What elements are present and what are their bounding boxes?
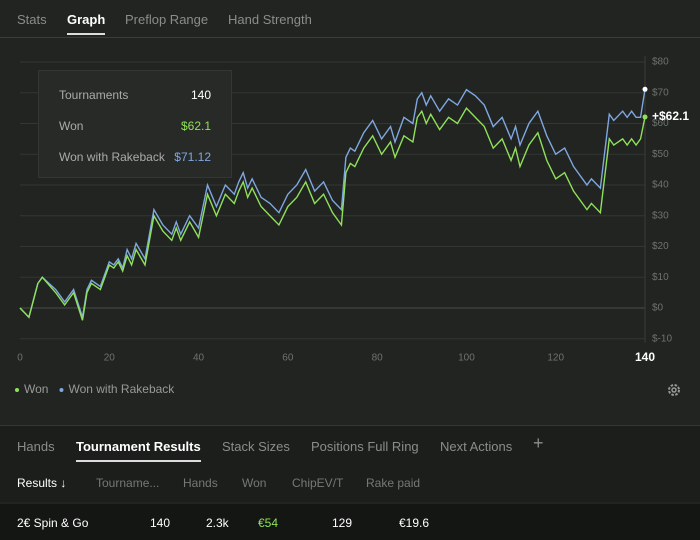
column-header[interactable]: Rake paid — [366, 476, 421, 490]
column-header[interactable]: ChipEV/T — [292, 476, 344, 490]
y-tick-label: $30 — [652, 210, 669, 221]
tooltip-value: $71.12 — [174, 150, 211, 164]
tab[interactable]: Positions Full Ring — [311, 439, 419, 454]
bottom-tab-bar: Hands Tournament Results Stack Sizes Positi… — [0, 425, 700, 464]
tooltip-value: 140 — [190, 88, 211, 102]
x-tick-label: 40 — [193, 353, 205, 364]
legend-dot — [59, 388, 64, 392]
legend-label: Won with Rakeback — [68, 382, 175, 396]
table-cell: 140 — [150, 516, 171, 530]
x-tick-label: 80 — [372, 353, 384, 364]
table-cell: €54 — [258, 516, 279, 530]
tooltip-label: Won — [59, 119, 84, 133]
tooltip-value: $62.1 — [180, 119, 211, 133]
tab[interactable]: Preflop Range — [125, 12, 209, 27]
table-header: Results ↓ Tourname... Hands Won ChipEV/T Rake… — [0, 464, 700, 502]
y-tick-label: $40 — [652, 180, 669, 191]
column-header[interactable]: Results ↓ — [17, 476, 67, 490]
table-cell: 2€ Spin & Go — [17, 516, 89, 530]
x-tick-label: 60 — [282, 353, 294, 364]
y-tick-label: $70 — [652, 87, 669, 98]
tab[interactable]: Stats — [17, 12, 47, 27]
table-cell: 2.3k — [206, 516, 229, 530]
tab[interactable]: Hands — [17, 439, 55, 454]
column-header[interactable]: Tourname... — [96, 476, 160, 490]
x-tick-label: 20 — [104, 353, 116, 364]
tab[interactable]: Tournament Results — [76, 439, 201, 462]
series-line — [19, 106, 646, 321]
column-header[interactable]: Won — [242, 476, 267, 490]
y-tick-label: $20 — [652, 241, 669, 252]
tab[interactable]: + — [533, 433, 544, 453]
end-point — [642, 86, 648, 92]
legend-label: Won — [24, 382, 48, 396]
tooltip-label: Tournaments — [59, 88, 129, 102]
table-cell: €19.6 — [399, 516, 430, 530]
y-tick-label: $-10 — [652, 333, 672, 344]
tab[interactable]: Graph — [67, 12, 106, 35]
tab[interactable]: Stack Sizes — [222, 439, 290, 454]
table-cell: 129 — [332, 516, 353, 530]
legend-dot — [15, 388, 19, 392]
tab[interactable]: Hand Strength — [228, 12, 312, 27]
y-tick-label: $0 — [652, 303, 664, 314]
x-tick-label: 0 — [17, 353, 23, 364]
tab[interactable]: Next Actions — [440, 439, 513, 454]
y-tick-label: $60 — [652, 118, 669, 129]
end-annotation: +$62.1 — [652, 109, 689, 123]
y-tick-label: $50 — [652, 149, 669, 160]
x-tick-label: 100 — [458, 353, 475, 364]
y-tick-label: $80 — [652, 57, 669, 68]
series-line — [19, 88, 646, 319]
settings-icon[interactable] — [665, 381, 683, 399]
tooltip-label: Won with Rakeback — [59, 150, 165, 164]
x-tick-label: 140 — [635, 350, 655, 364]
column-header[interactable]: Hands — [183, 476, 218, 490]
end-point — [642, 114, 648, 120]
table-body: 2€ Spin & Go 140 2.3k €54 129 €19.6 — [0, 504, 700, 540]
tooltip: Tournaments 140 Won $62.1 Won with Rakeback $… — [38, 70, 232, 178]
chart: $-10 $0 $10 $20 $30 $40 $50 $60 $70 $80 0 20 40 60 80 1… — [15, 56, 689, 396]
x-tick-label: 120 — [547, 353, 564, 364]
y-tick-label: $10 — [652, 272, 669, 283]
top-tab-bar: Stats Graph Preflop Range Hand Strength — [0, 0, 700, 38]
